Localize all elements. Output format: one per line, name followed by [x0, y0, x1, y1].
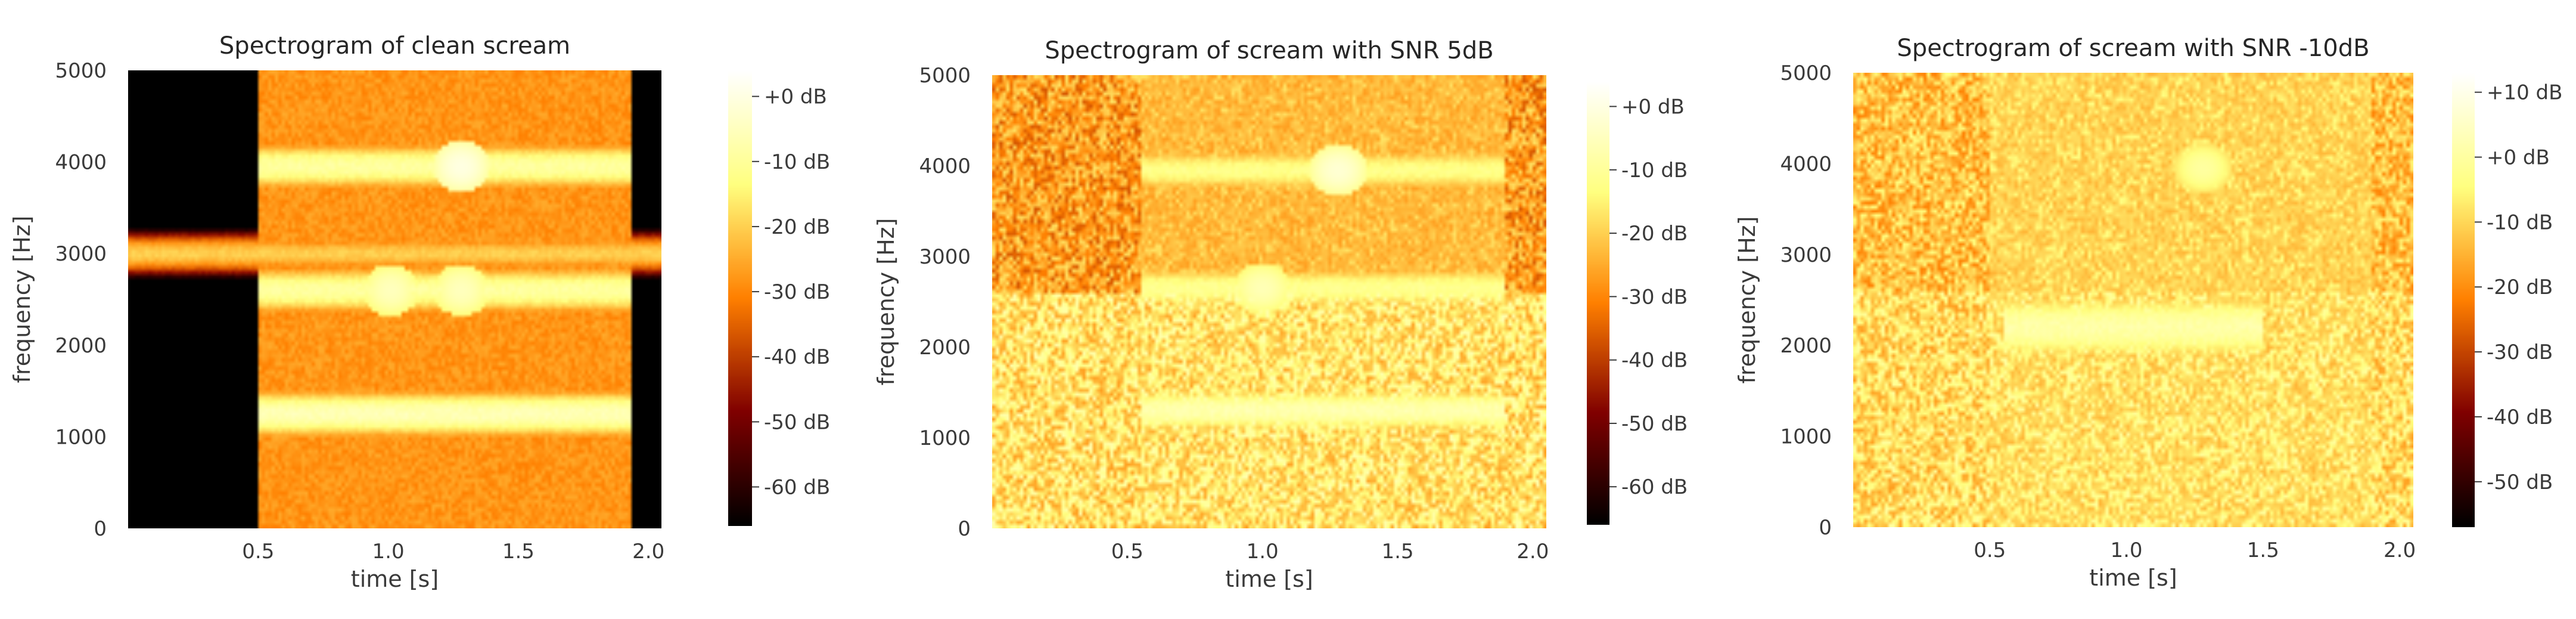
spectrogram-image [1853, 73, 2413, 527]
chart-title: Spectrogram of scream with SNR 5dB [1045, 37, 1493, 64]
spectrogram-image [128, 70, 661, 528]
colorbar-tick-label: -20 dB [1621, 222, 1688, 246]
colorbar-tick-label: -60 dB [1621, 475, 1688, 499]
colorbar-tick-label: +10 dB [2487, 81, 2562, 105]
colorbar-tick-label: -20 dB [2487, 276, 2553, 299]
colorbar-tick-label: -20 dB [764, 215, 830, 239]
x-tick-label: 0.5 [1974, 538, 2006, 562]
x-tick-label: 2.0 [2384, 538, 2416, 562]
charts-root: +0 dB -10 dB -20 dB -30 dB -40 dB -50 dB -60 d… [9, 32, 2562, 592]
x-axis-label: time [s] [1225, 566, 1313, 592]
x-axis-label: time [s] [351, 566, 439, 592]
y-axis-label: frequency [Hz] [9, 216, 35, 383]
chart-title: Spectrogram of clean scream [219, 32, 570, 60]
colorbar-tick-label: -50 dB [764, 410, 830, 434]
x-axis-label: time [s] [2089, 565, 2177, 591]
y-tick-label: 4000 [919, 154, 971, 178]
y-tick-label: 2000 [55, 334, 107, 358]
y-tick-label: 2000 [1780, 334, 1832, 358]
x-tick-label: 1.0 [1247, 540, 1279, 564]
colorbar-tick-label: -30 dB [2487, 341, 2553, 364]
y-tick-label: 0 [94, 517, 107, 541]
y-tick-label: 0 [958, 517, 971, 541]
x-tick-label: 1.0 [372, 540, 405, 564]
colorbar-tick-label: -50 dB [1621, 412, 1688, 436]
y-tick-label: 4000 [1780, 152, 1832, 176]
y-tick-label: 2000 [919, 336, 971, 360]
x-tick-label: 0.5 [242, 540, 274, 564]
colorbar-tick-label: -40 dB [2487, 406, 2553, 429]
y-tick-label: 3000 [919, 245, 971, 269]
y-tick-label: 1000 [55, 425, 107, 449]
colorbar-tick-label: -10 dB [764, 150, 830, 174]
y-tick-label: 5000 [1780, 61, 1832, 85]
colorbar [2452, 73, 2475, 527]
y-tick-label: 3000 [55, 242, 107, 266]
y-axis-label: frequency [Hz] [873, 218, 899, 386]
colorbar-tick-label: -30 dB [1621, 285, 1688, 309]
y-tick-label: 4000 [55, 151, 107, 175]
x-tick-label: 1.5 [502, 540, 535, 564]
colorbar-tick-label: +0 dB [1621, 95, 1685, 119]
colorbar [728, 70, 752, 526]
colorbar-tick-label: -50 dB [2487, 471, 2553, 494]
colorbar-tick-label: -30 dB [764, 280, 830, 304]
colorbar-tick-label: -10 dB [2487, 211, 2553, 234]
y-tick-label: 5000 [919, 64, 971, 88]
x-tick-label: 2.0 [632, 540, 664, 564]
spectrogram-image [992, 75, 1546, 528]
colorbar-tick-label: -40 dB [764, 345, 830, 369]
y-tick-label: 0 [1819, 516, 1832, 540]
colorbar-tick-label: -40 dB [1621, 349, 1688, 373]
colorbar-tick-label: +0 dB [764, 85, 827, 109]
y-tick-label: 3000 [1780, 243, 1832, 267]
x-tick-label: 2.0 [1517, 540, 1549, 564]
y-tick-label: 1000 [919, 426, 971, 450]
y-tick-label: 1000 [1780, 425, 1832, 449]
x-tick-label: 1.0 [2110, 538, 2142, 562]
colorbar-tick-label: +0 dB [2487, 146, 2550, 170]
x-tick-label: 1.5 [2247, 538, 2279, 562]
y-axis-label: frequency [Hz] [1734, 216, 1760, 384]
x-tick-label: 1.5 [1381, 540, 1413, 564]
chart-title: Spectrogram of scream with SNR -10dB [1897, 35, 2369, 62]
colorbar [1587, 81, 1609, 525]
x-tick-label: 0.5 [1111, 540, 1143, 564]
y-tick-label: 5000 [55, 59, 107, 83]
colorbar-tick-label: -60 dB [764, 476, 830, 500]
colorbar-tick-label: -10 dB [1621, 159, 1688, 182]
